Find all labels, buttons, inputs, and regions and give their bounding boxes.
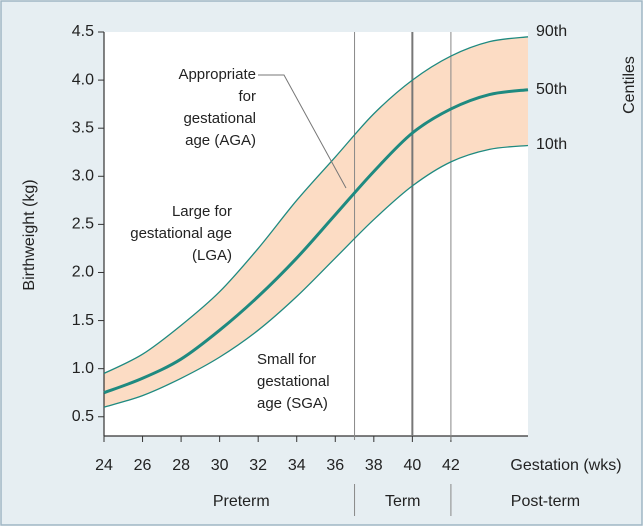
y-tick-label: 4.5 [72,23,94,40]
x-tick-label: 28 [172,457,190,474]
x-tick-label: 24 [95,457,113,474]
annotation: gestational [257,373,330,390]
annotation: gestational [183,110,256,127]
y-tick-label: 4.0 [72,71,94,88]
legend-title: Centiles [621,56,638,114]
y-tick-label: 1.5 [72,312,94,329]
x-tick-label: 30 [211,457,229,474]
annotation: for [238,88,256,105]
annotation: gestational age [130,225,232,242]
period-label: Post-term [511,493,580,510]
y-tick-label: 2.5 [72,216,94,233]
x-axis-label: Gestation (wks) [510,457,621,474]
x-tick-label: 40 [403,457,421,474]
annotation: Large for [172,203,232,220]
y-tick-label: 2.0 [72,264,94,281]
y-tick-label: 3.5 [72,119,94,136]
annotation: age (SGA) [257,395,328,412]
period-label: Term [385,493,421,510]
annotation-leader [258,74,347,189]
centile-line [103,144,529,408]
y-tick-label: 0.5 [72,408,94,425]
x-tick-label: 32 [249,457,267,474]
x-tick-label: 38 [365,457,383,474]
annotation: Appropriate [178,66,256,83]
centile-label: 90th [536,23,567,40]
x-tick-label: 26 [134,457,152,474]
centile-line [103,88,529,395]
centile-label: 50th [536,81,567,98]
annotation: age (AGA) [185,132,256,149]
annotation: (LGA) [192,247,232,264]
y-axis-label: Birthweight (kg) [21,179,38,290]
centile-band [104,36,528,408]
x-tick-label: 36 [326,457,344,474]
x-tick-label: 42 [442,457,460,474]
x-tick-label: 34 [288,457,306,474]
period-label: Preterm [213,493,270,510]
y-tick-label: 3.0 [72,168,94,185]
annotation: Small for [257,351,316,368]
centile-label: 10th [536,136,567,153]
centile-line [103,36,529,375]
y-tick-label: 1.0 [72,360,94,377]
